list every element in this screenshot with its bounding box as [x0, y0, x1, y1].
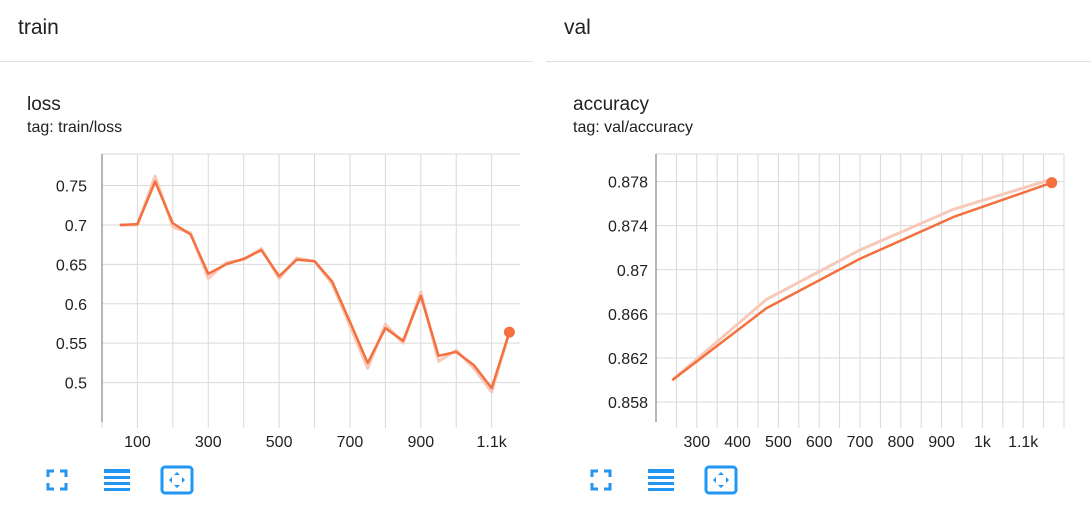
last-point-marker[interactable] — [503, 326, 515, 338]
group-title: val — [564, 16, 591, 39]
toggle-log-scale-button[interactable] — [644, 464, 678, 496]
fit-to-data-icon — [160, 465, 194, 495]
y-tick-label: 0.858 — [608, 395, 648, 412]
x-tick-label: 800 — [887, 434, 914, 451]
x-tick-label: 300 — [683, 434, 710, 451]
x-tick-label: 700 — [847, 434, 874, 451]
x-tick-label: 100 — [124, 434, 151, 451]
y-tick-label: 0.75 — [56, 179, 87, 196]
last-point-marker[interactable] — [1046, 177, 1058, 189]
y-tick-label: 0.878 — [608, 175, 648, 192]
chart-card-loss: loss tag: train/loss 0.5 0.55 0.6 0.65 0.7 0.… — [0, 62, 533, 526]
x-tick-label: 1.1k — [1008, 434, 1039, 451]
group-title: train — [18, 16, 59, 39]
y-tick-label: 0.55 — [56, 336, 87, 353]
fit-domain-button[interactable] — [160, 464, 194, 496]
accuracy-chart[interactable]: 0.858 0.862 0.866 0.87 0.874 0.878 300 400 500 60… — [546, 62, 1091, 462]
y-tick-label: 0.874 — [608, 219, 648, 236]
chart-card-accuracy: accuracy tag: val/accuracy 0.858 0.862 0.8… — [546, 62, 1091, 526]
fullscreen-button[interactable] — [40, 464, 74, 496]
chart-title: loss — [27, 94, 61, 115]
fit-to-data-icon — [704, 465, 738, 495]
loss-chart[interactable]: 0.5 0.55 0.6 0.65 0.7 0.75 100 300 500 700 900 1.1k — [0, 62, 533, 462]
x-tick-label: 300 — [195, 434, 222, 451]
y-tick-label: 0.87 — [617, 263, 648, 280]
x-tick-label: 700 — [337, 434, 364, 451]
x-tick-label: 400 — [724, 434, 751, 451]
x-tick-label: 500 — [765, 434, 792, 451]
chart-tag: tag: train/loss — [27, 119, 123, 136]
chart-toolbar — [40, 464, 194, 496]
x-tick-label: 500 — [266, 434, 293, 451]
raw-series-line — [671, 177, 1053, 382]
smoothed-series-line — [119, 180, 511, 390]
list-icon — [648, 469, 674, 491]
x-tick-label: 600 — [806, 434, 833, 451]
x-tick-label: 900 — [928, 434, 955, 451]
fullscreen-icon — [46, 469, 68, 491]
group-header-train[interactable]: train — [0, 0, 533, 62]
x-tick-label: 1k — [974, 434, 992, 451]
chart-tag: tag: val/accuracy — [573, 119, 694, 136]
toggle-log-scale-button[interactable] — [100, 464, 134, 496]
group-header-val[interactable]: val — [546, 0, 1091, 62]
fullscreen-button[interactable] — [584, 464, 618, 496]
chart-title: accuracy — [573, 94, 650, 115]
smoothed-series-line — [671, 181, 1053, 382]
x-tick-label: 900 — [407, 434, 434, 451]
y-tick-label: 0.65 — [56, 257, 87, 274]
y-tick-label: 0.866 — [608, 307, 648, 324]
x-tick-label: 1.1k — [477, 434, 508, 451]
list-icon — [104, 469, 130, 491]
y-tick-label: 0.6 — [65, 297, 87, 314]
y-tick-label: 0.7 — [65, 218, 87, 235]
y-tick-label: 0.862 — [608, 351, 648, 368]
chart-toolbar — [584, 464, 738, 496]
y-tick-label: 0.5 — [65, 376, 87, 393]
fullscreen-icon — [590, 469, 612, 491]
fit-domain-button[interactable] — [704, 464, 738, 496]
